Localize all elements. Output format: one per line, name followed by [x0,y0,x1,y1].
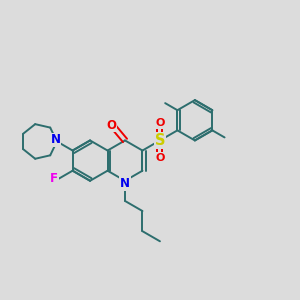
Text: N: N [120,177,130,190]
Text: N: N [51,134,61,146]
Text: O: O [155,153,165,163]
Text: S: S [155,133,165,148]
Text: F: F [50,172,58,185]
Text: O: O [155,118,165,128]
Text: O: O [107,119,117,132]
